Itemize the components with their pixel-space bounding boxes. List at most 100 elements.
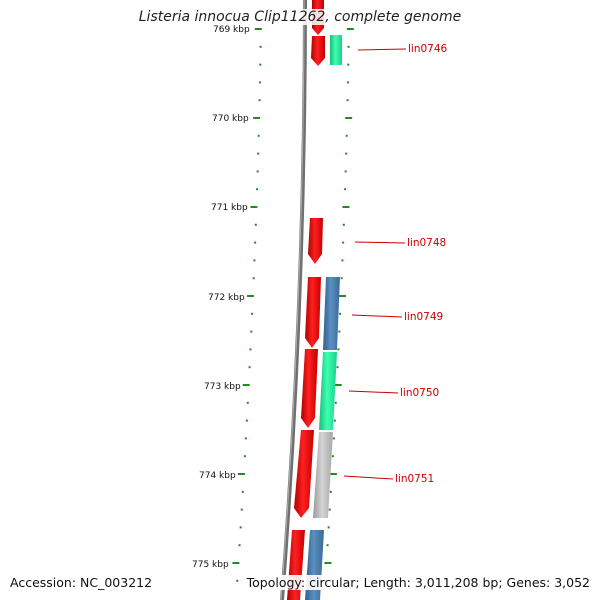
minor-tick bbox=[334, 401, 337, 404]
minor-tick bbox=[328, 508, 331, 511]
gene-leader-line bbox=[351, 314, 403, 318]
scale-label: 774 kbp bbox=[199, 471, 236, 481]
cds-feature[interactable] bbox=[308, 218, 323, 264]
gene-leader-line bbox=[354, 241, 406, 244]
major-tick bbox=[253, 117, 261, 119]
title-text: Listeria innocua Clip11262, complete gen… bbox=[136, 9, 464, 25]
cds-feature[interactable] bbox=[294, 430, 314, 518]
feature-bar[interactable] bbox=[330, 35, 342, 65]
major-tick bbox=[329, 473, 337, 475]
minor-tick bbox=[254, 223, 257, 226]
major-tick bbox=[232, 562, 240, 564]
minor-tick bbox=[249, 348, 252, 351]
major-tick bbox=[338, 295, 346, 297]
minor-tick bbox=[346, 81, 349, 84]
major-tick bbox=[324, 562, 332, 564]
minor-tick bbox=[240, 508, 243, 511]
accession-info: Accession: NC_003212 bbox=[8, 575, 155, 590]
major-tick bbox=[254, 28, 262, 30]
topology-info: Topology: circular; Length: 3,011,208 bp… bbox=[244, 575, 592, 590]
minor-tick bbox=[245, 419, 248, 422]
forward-strand-features bbox=[287, 0, 325, 600]
scale-label: 775 kbp bbox=[192, 560, 229, 570]
minor-tick bbox=[258, 81, 261, 84]
minor-tick bbox=[257, 152, 260, 155]
minor-tick bbox=[341, 259, 344, 262]
minor-tick bbox=[331, 455, 334, 458]
minor-tick bbox=[336, 366, 339, 369]
minor-tick bbox=[254, 241, 257, 244]
scale-label: 770 kbp bbox=[212, 114, 249, 124]
gene-label[interactable]: lin0749 bbox=[404, 311, 443, 323]
feature-bar[interactable] bbox=[319, 352, 337, 430]
minor-tick bbox=[329, 490, 332, 493]
minor-tick bbox=[347, 63, 350, 66]
minor-tick bbox=[333, 419, 336, 422]
minor-tick bbox=[258, 99, 261, 102]
major-tick bbox=[346, 28, 354, 30]
minor-tick bbox=[244, 437, 247, 440]
feature-bar[interactable] bbox=[313, 432, 333, 518]
minor-tick bbox=[256, 188, 259, 191]
minor-tick bbox=[259, 63, 262, 66]
minor-tick bbox=[257, 134, 260, 137]
minor-tick bbox=[342, 223, 345, 226]
genome-backbone bbox=[280, 0, 307, 600]
major-tick bbox=[334, 384, 342, 386]
minor-tick bbox=[256, 170, 259, 173]
scale-ticks-outer bbox=[232, 28, 262, 582]
scale-labels: 769 kbp 770 kbp 771 kbp 772 kbp 773 kbp … bbox=[192, 25, 250, 570]
minor-tick bbox=[340, 277, 343, 280]
gene-label[interactable]: lin0750 bbox=[400, 387, 439, 399]
minor-tick bbox=[344, 188, 347, 191]
cds-feature[interactable] bbox=[305, 277, 321, 348]
major-tick bbox=[345, 117, 353, 119]
cds-feature[interactable] bbox=[301, 349, 318, 428]
minor-tick bbox=[346, 99, 349, 102]
minor-tick bbox=[332, 437, 335, 440]
minor-tick bbox=[243, 455, 246, 458]
minor-tick bbox=[250, 330, 253, 333]
feature-bar[interactable] bbox=[323, 277, 340, 350]
minor-tick bbox=[347, 45, 350, 48]
minor-tick bbox=[327, 526, 330, 529]
gene-leader-line bbox=[348, 390, 399, 394]
minor-tick bbox=[251, 312, 254, 315]
gene-label[interactable]: lin0748 bbox=[407, 237, 446, 249]
minor-tick bbox=[246, 401, 249, 404]
minor-tick bbox=[241, 490, 244, 493]
scale-label: 773 kbp bbox=[204, 382, 241, 392]
major-tick bbox=[242, 384, 250, 386]
minor-tick bbox=[239, 526, 242, 529]
gene-leader-line bbox=[343, 475, 394, 480]
minor-tick bbox=[342, 241, 345, 244]
minor-tick bbox=[253, 259, 256, 262]
minor-tick bbox=[326, 544, 329, 547]
major-tick bbox=[342, 206, 350, 208]
major-tick bbox=[237, 473, 245, 475]
cds-feature[interactable] bbox=[311, 36, 325, 66]
minor-tick bbox=[345, 152, 348, 155]
scale-label: 769 kbp bbox=[213, 25, 250, 35]
gene-labels: lin0746 lin0748 lin0749 lin0750 lin0751 bbox=[343, 43, 448, 485]
minor-tick bbox=[344, 170, 347, 173]
minor-tick bbox=[259, 45, 262, 48]
gene-label[interactable]: lin0751 bbox=[395, 473, 434, 485]
genome-backbone-highlight bbox=[280, 0, 305, 600]
gene-leader-line bbox=[357, 48, 407, 51]
major-tick bbox=[246, 295, 254, 297]
minor-tick bbox=[337, 348, 340, 351]
genome-title: Listeria innocua Clip11262, complete gen… bbox=[0, 9, 600, 25]
scale-label: 772 kbp bbox=[208, 293, 245, 303]
minor-tick bbox=[248, 366, 251, 369]
minor-tick bbox=[339, 312, 342, 315]
major-tick bbox=[250, 206, 258, 208]
minor-tick bbox=[345, 134, 348, 137]
minor-tick bbox=[236, 579, 239, 582]
minor-tick bbox=[238, 544, 241, 547]
gene-label[interactable]: lin0746 bbox=[408, 43, 448, 55]
scale-label: 771 kbp bbox=[211, 203, 248, 213]
minor-tick bbox=[338, 330, 341, 333]
minor-tick bbox=[252, 277, 255, 280]
